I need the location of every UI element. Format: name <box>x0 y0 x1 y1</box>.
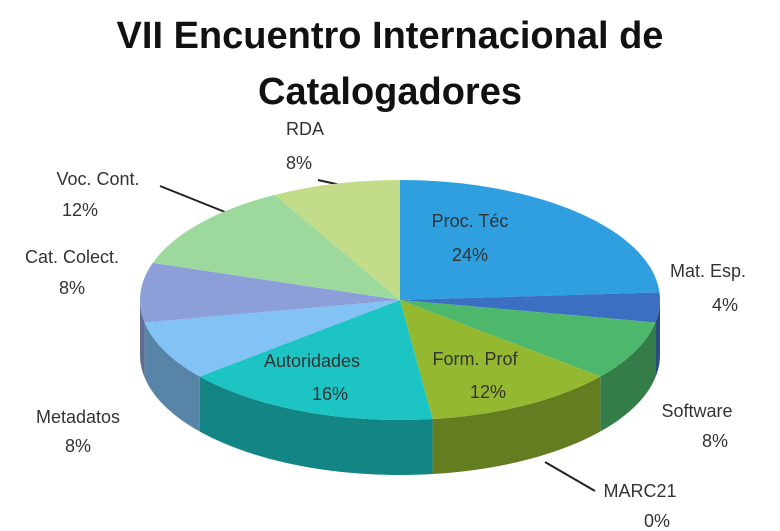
slice-value-label: 8% <box>65 436 91 456</box>
slice-label: Proc. Téc <box>432 211 509 231</box>
slice <box>400 300 601 420</box>
slice-value-label: 0% <box>644 511 670 531</box>
slice-side <box>199 376 433 475</box>
slice-label: RDA <box>286 119 324 139</box>
slice-value-label: 16% <box>312 384 348 404</box>
slice-value-label: 8% <box>702 431 728 451</box>
slice-side <box>655 300 660 378</box>
slice-label: Voc. Cont. <box>56 169 139 189</box>
slice-label: Autoridades <box>264 351 360 371</box>
slice <box>400 180 660 300</box>
slice-label: Software <box>661 401 732 421</box>
slice-value-label: 8% <box>59 278 85 298</box>
slice-side <box>432 376 601 475</box>
layer: Proc. Téc 24% Mat. Esp. 4% Software 8% MARC21 0… <box>25 119 746 531</box>
leader-line <box>544 461 596 492</box>
slice <box>144 300 400 377</box>
layer <box>140 300 660 475</box>
leader-line <box>159 185 226 213</box>
slice-side <box>140 300 145 378</box>
slice-label: Cat. Colect. <box>25 247 119 267</box>
slice <box>274 180 400 300</box>
slice <box>199 300 433 420</box>
slice-value-label: 8% <box>286 153 312 173</box>
chart-title: VII Encuentro Internacional de Catalogad… <box>116 15 664 113</box>
layer <box>140 180 660 420</box>
slice <box>152 194 400 300</box>
slice-label: Metadatos <box>36 407 120 427</box>
slice-value-label: 12% <box>470 382 506 402</box>
slice <box>140 262 401 323</box>
slice-label: MARC21 <box>603 481 676 501</box>
slice-label: Form. Prof <box>432 349 518 369</box>
slice-side <box>600 322 656 432</box>
slice-value-label: 4% <box>712 295 738 315</box>
slice <box>400 300 656 377</box>
slice <box>400 292 660 323</box>
slice-label: Mat. Esp. <box>670 261 746 281</box>
slice-side <box>144 322 200 432</box>
slice-value-label: 24% <box>452 245 488 265</box>
slice-value-label: 12% <box>62 200 98 220</box>
